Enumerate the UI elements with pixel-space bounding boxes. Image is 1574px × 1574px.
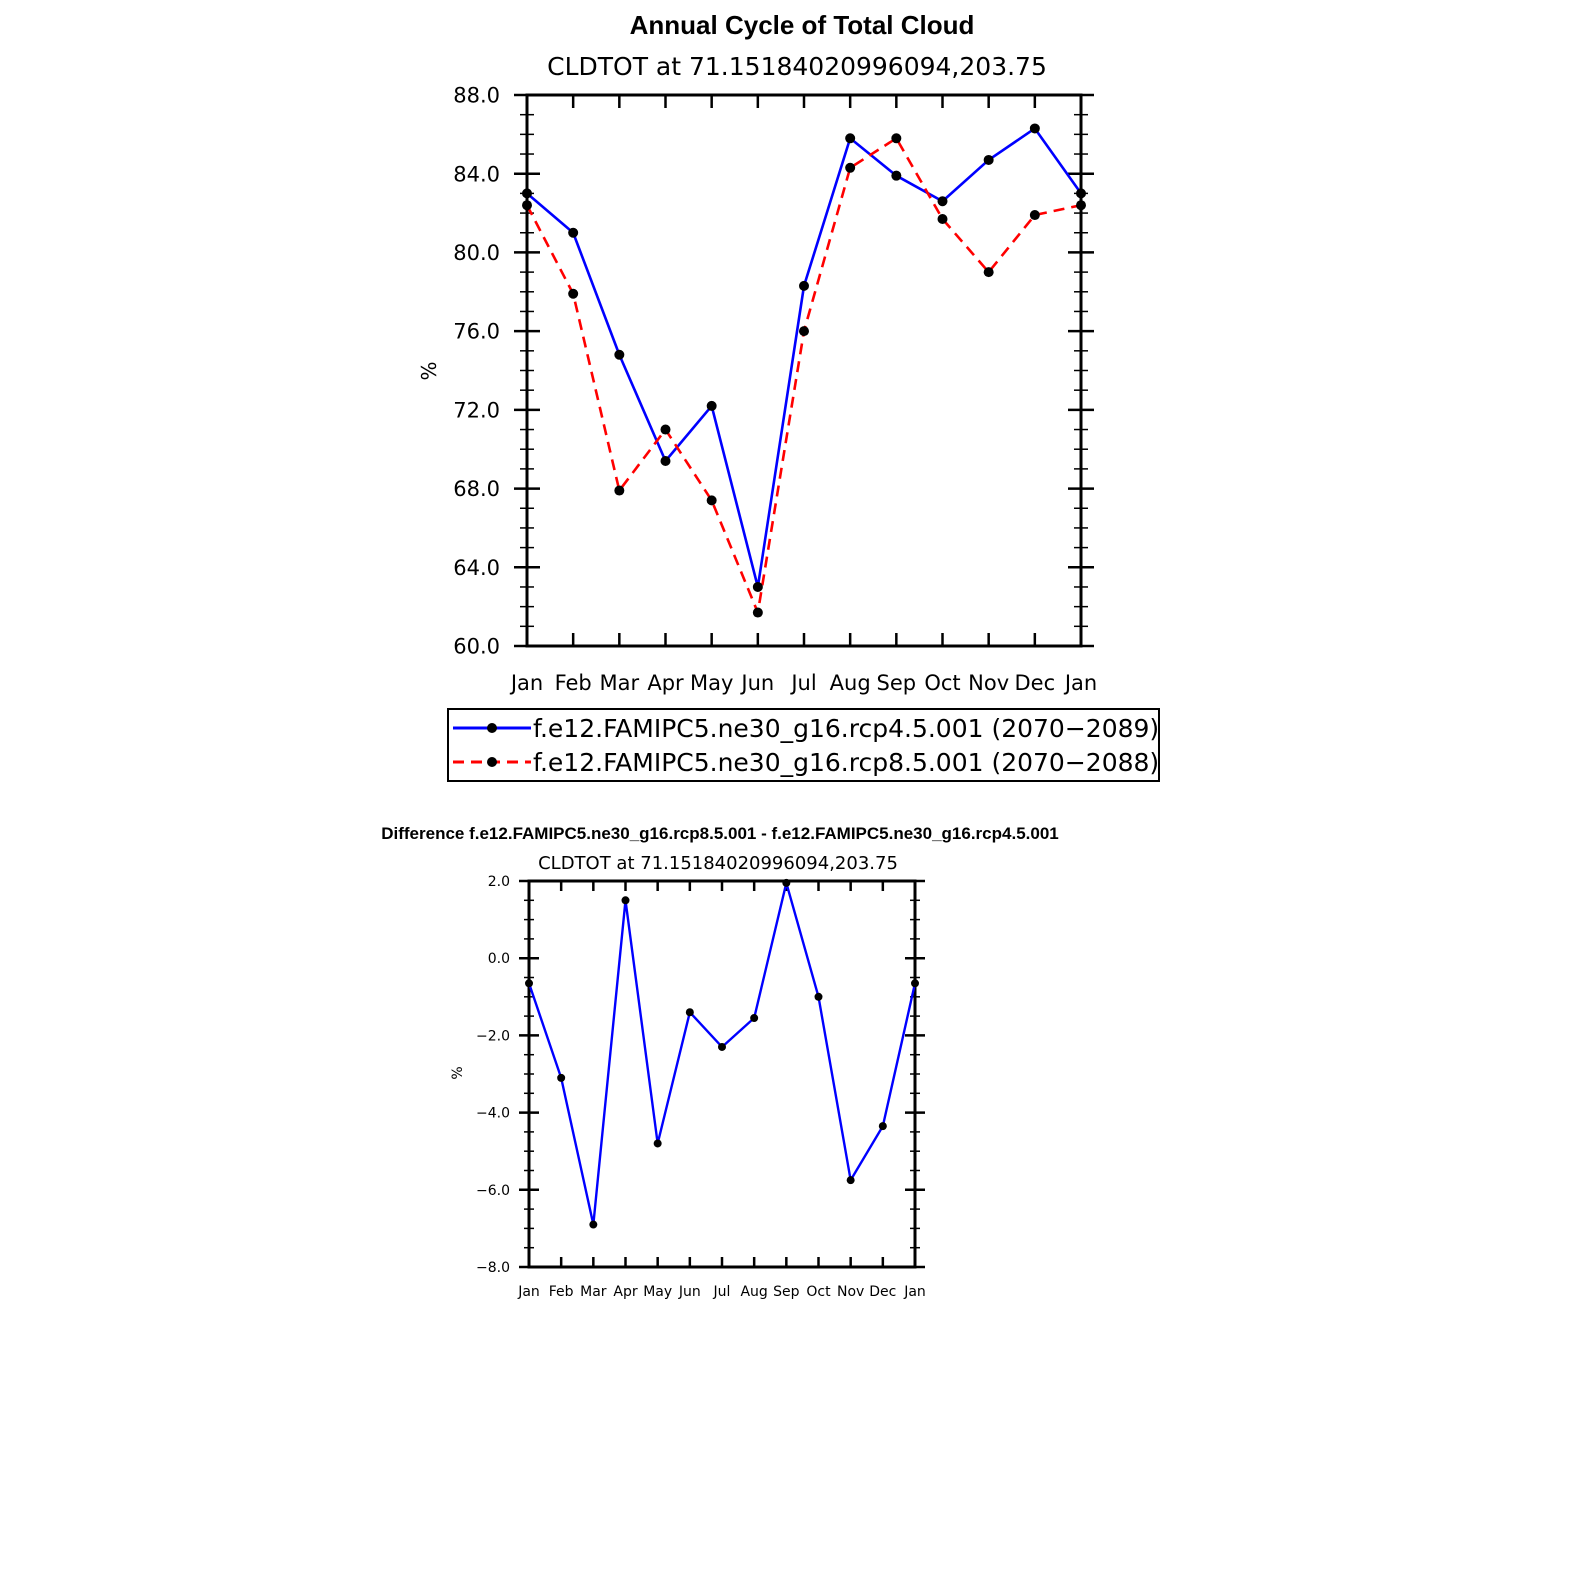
data-point-series-1	[983, 154, 994, 165]
data-point-series-2	[614, 485, 625, 496]
data-point-series-1	[706, 400, 717, 411]
x-tick-label: Sep	[877, 671, 917, 695]
legend-label-series-1: f.e12.FAMIPC5.ne30_g16.rcp4.5.001 (2070−…	[533, 714, 1159, 743]
y-tick-label: −2.0	[476, 1028, 510, 1044]
x-tick-label: Jan	[903, 1284, 926, 1300]
data-point-series-1	[911, 979, 919, 988]
y-tick-label: 2.0	[488, 874, 510, 890]
x-tick-label: Feb	[555, 671, 592, 695]
x-tick-label: Apr	[647, 671, 684, 695]
chart1-ylabel: %	[417, 361, 441, 380]
data-point-series-1	[814, 992, 823, 1001]
y-tick-label: 80.0	[453, 241, 500, 265]
x-tick-label: Jan	[517, 1284, 540, 1300]
x-tick-label: Oct	[806, 1284, 831, 1300]
x-tick-label: Dec	[1015, 671, 1056, 695]
chart1-title: Annual Cycle of Total Cloud	[630, 10, 975, 40]
data-point-series-1	[653, 1139, 662, 1148]
data-point-series-2	[891, 133, 902, 144]
data-point-series-1	[782, 878, 791, 887]
data-point-series-2	[845, 162, 856, 173]
chart2-axes: Jan Feb Mar Apr May Jun Jul Aug Sep Oct Nov Dec Jan−…	[476, 874, 926, 1300]
data-point-series-1	[525, 979, 533, 988]
data-point-series-1	[891, 170, 902, 181]
data-point-series-2	[522, 200, 532, 211]
data-point-series-2	[1029, 210, 1040, 221]
chart2-ylabel: %	[450, 1066, 466, 1079]
x-tick-label: May	[690, 671, 733, 695]
x-tick-label: Jun	[739, 671, 774, 695]
data-point-series-1	[1076, 188, 1086, 199]
y-tick-label: −4.0	[476, 1106, 510, 1122]
annual-cycle-chart: Annual Cycle of Total Cloud CLDTOT at 71…	[417, 10, 1160, 782]
data-point-series-1	[799, 280, 809, 291]
chart2-title: Difference f.e12.FAMIPC5.ne30_g16.rcp8.5…	[381, 824, 1059, 843]
x-tick-label: Oct	[924, 671, 960, 695]
y-tick-label: 88.0	[453, 84, 500, 108]
data-point-series-1	[718, 1042, 726, 1051]
data-point-series-2	[706, 495, 717, 506]
x-tick-label: Jul	[713, 1284, 731, 1300]
legend-marker-series-1	[487, 723, 497, 733]
y-tick-label: 60.0	[453, 635, 500, 659]
x-tick-label: May	[643, 1284, 672, 1300]
y-tick-label: 84.0	[453, 162, 500, 186]
x-tick-label: Apr	[613, 1284, 637, 1300]
data-point-series-2	[983, 267, 994, 278]
x-tick-label: Mar	[580, 1284, 607, 1300]
y-tick-label: 72.0	[453, 398, 500, 422]
y-tick-label: 64.0	[453, 556, 500, 580]
y-tick-label: 76.0	[453, 320, 500, 344]
data-point-series-1	[522, 188, 532, 199]
x-tick-label: Dec	[869, 1284, 896, 1300]
y-tick-label: −8.0	[476, 1260, 510, 1276]
chart1-axes: Jan Feb Mar Apr May Jun Jul Aug Sep Oct Nov Dec Jan 6…	[453, 84, 1097, 695]
chart1-points	[522, 123, 1086, 618]
data-point-series-1	[621, 896, 630, 905]
data-point-series-2	[937, 213, 948, 224]
x-tick-label: Sep	[773, 1284, 800, 1300]
legend-marker-series-2	[487, 757, 497, 767]
x-tick-label: Nov	[968, 671, 1009, 695]
data-point-series-1	[568, 227, 579, 238]
data-point-series-2	[660, 424, 671, 435]
x-tick-label: Jan	[509, 671, 543, 695]
x-tick-label: Aug	[740, 1284, 767, 1300]
data-point-series-1	[589, 1220, 598, 1229]
data-point-series-1	[752, 581, 763, 592]
x-tick-label: Feb	[549, 1284, 574, 1300]
y-tick-label: 68.0	[453, 477, 500, 501]
data-point-series-2	[752, 607, 763, 618]
x-tick-label: Jul	[789, 671, 816, 695]
data-point-series-1	[1029, 123, 1040, 134]
data-point-series-1	[846, 1176, 855, 1185]
chart1-legend: f.e12.FAMIPC5.ne30_g16.rcp4.5.001 (2070−…	[447, 708, 1160, 782]
data-point-series-2	[1076, 200, 1086, 211]
data-point-series-1	[660, 456, 671, 467]
y-tick-label: 0.0	[488, 951, 510, 967]
data-point-series-1	[557, 1073, 566, 1082]
data-point-series-2	[568, 288, 579, 299]
x-tick-label: Jan	[1063, 671, 1097, 695]
data-point-series-1	[845, 133, 856, 144]
data-point-series-1	[614, 349, 625, 360]
data-point-series-1	[685, 1008, 694, 1017]
x-tick-label: Jun	[678, 1284, 701, 1300]
legend-label-series-2: f.e12.FAMIPC5.ne30_g16.rcp8.5.001 (2070−…	[533, 748, 1159, 777]
data-point-series-1	[878, 1122, 887, 1131]
legend-box	[447, 708, 1160, 782]
x-tick-label: Aug	[830, 671, 871, 695]
chart1-subtitle: CLDTOT at 71.15184020996094,203.75	[547, 52, 1047, 81]
x-tick-label: Nov	[837, 1284, 864, 1300]
data-point-series-2	[799, 326, 809, 337]
difference-chart: Difference f.e12.FAMIPC5.ne30_g16.rcp8.5…	[381, 824, 1059, 1300]
chart2-subtitle: CLDTOT at 71.15184020996094,203.75	[538, 853, 898, 874]
chart2-points	[525, 878, 919, 1229]
data-point-series-1	[937, 196, 948, 207]
x-tick-label: Mar	[600, 671, 640, 695]
y-tick-label: −6.0	[476, 1183, 510, 1199]
data-point-series-1	[750, 1014, 759, 1023]
